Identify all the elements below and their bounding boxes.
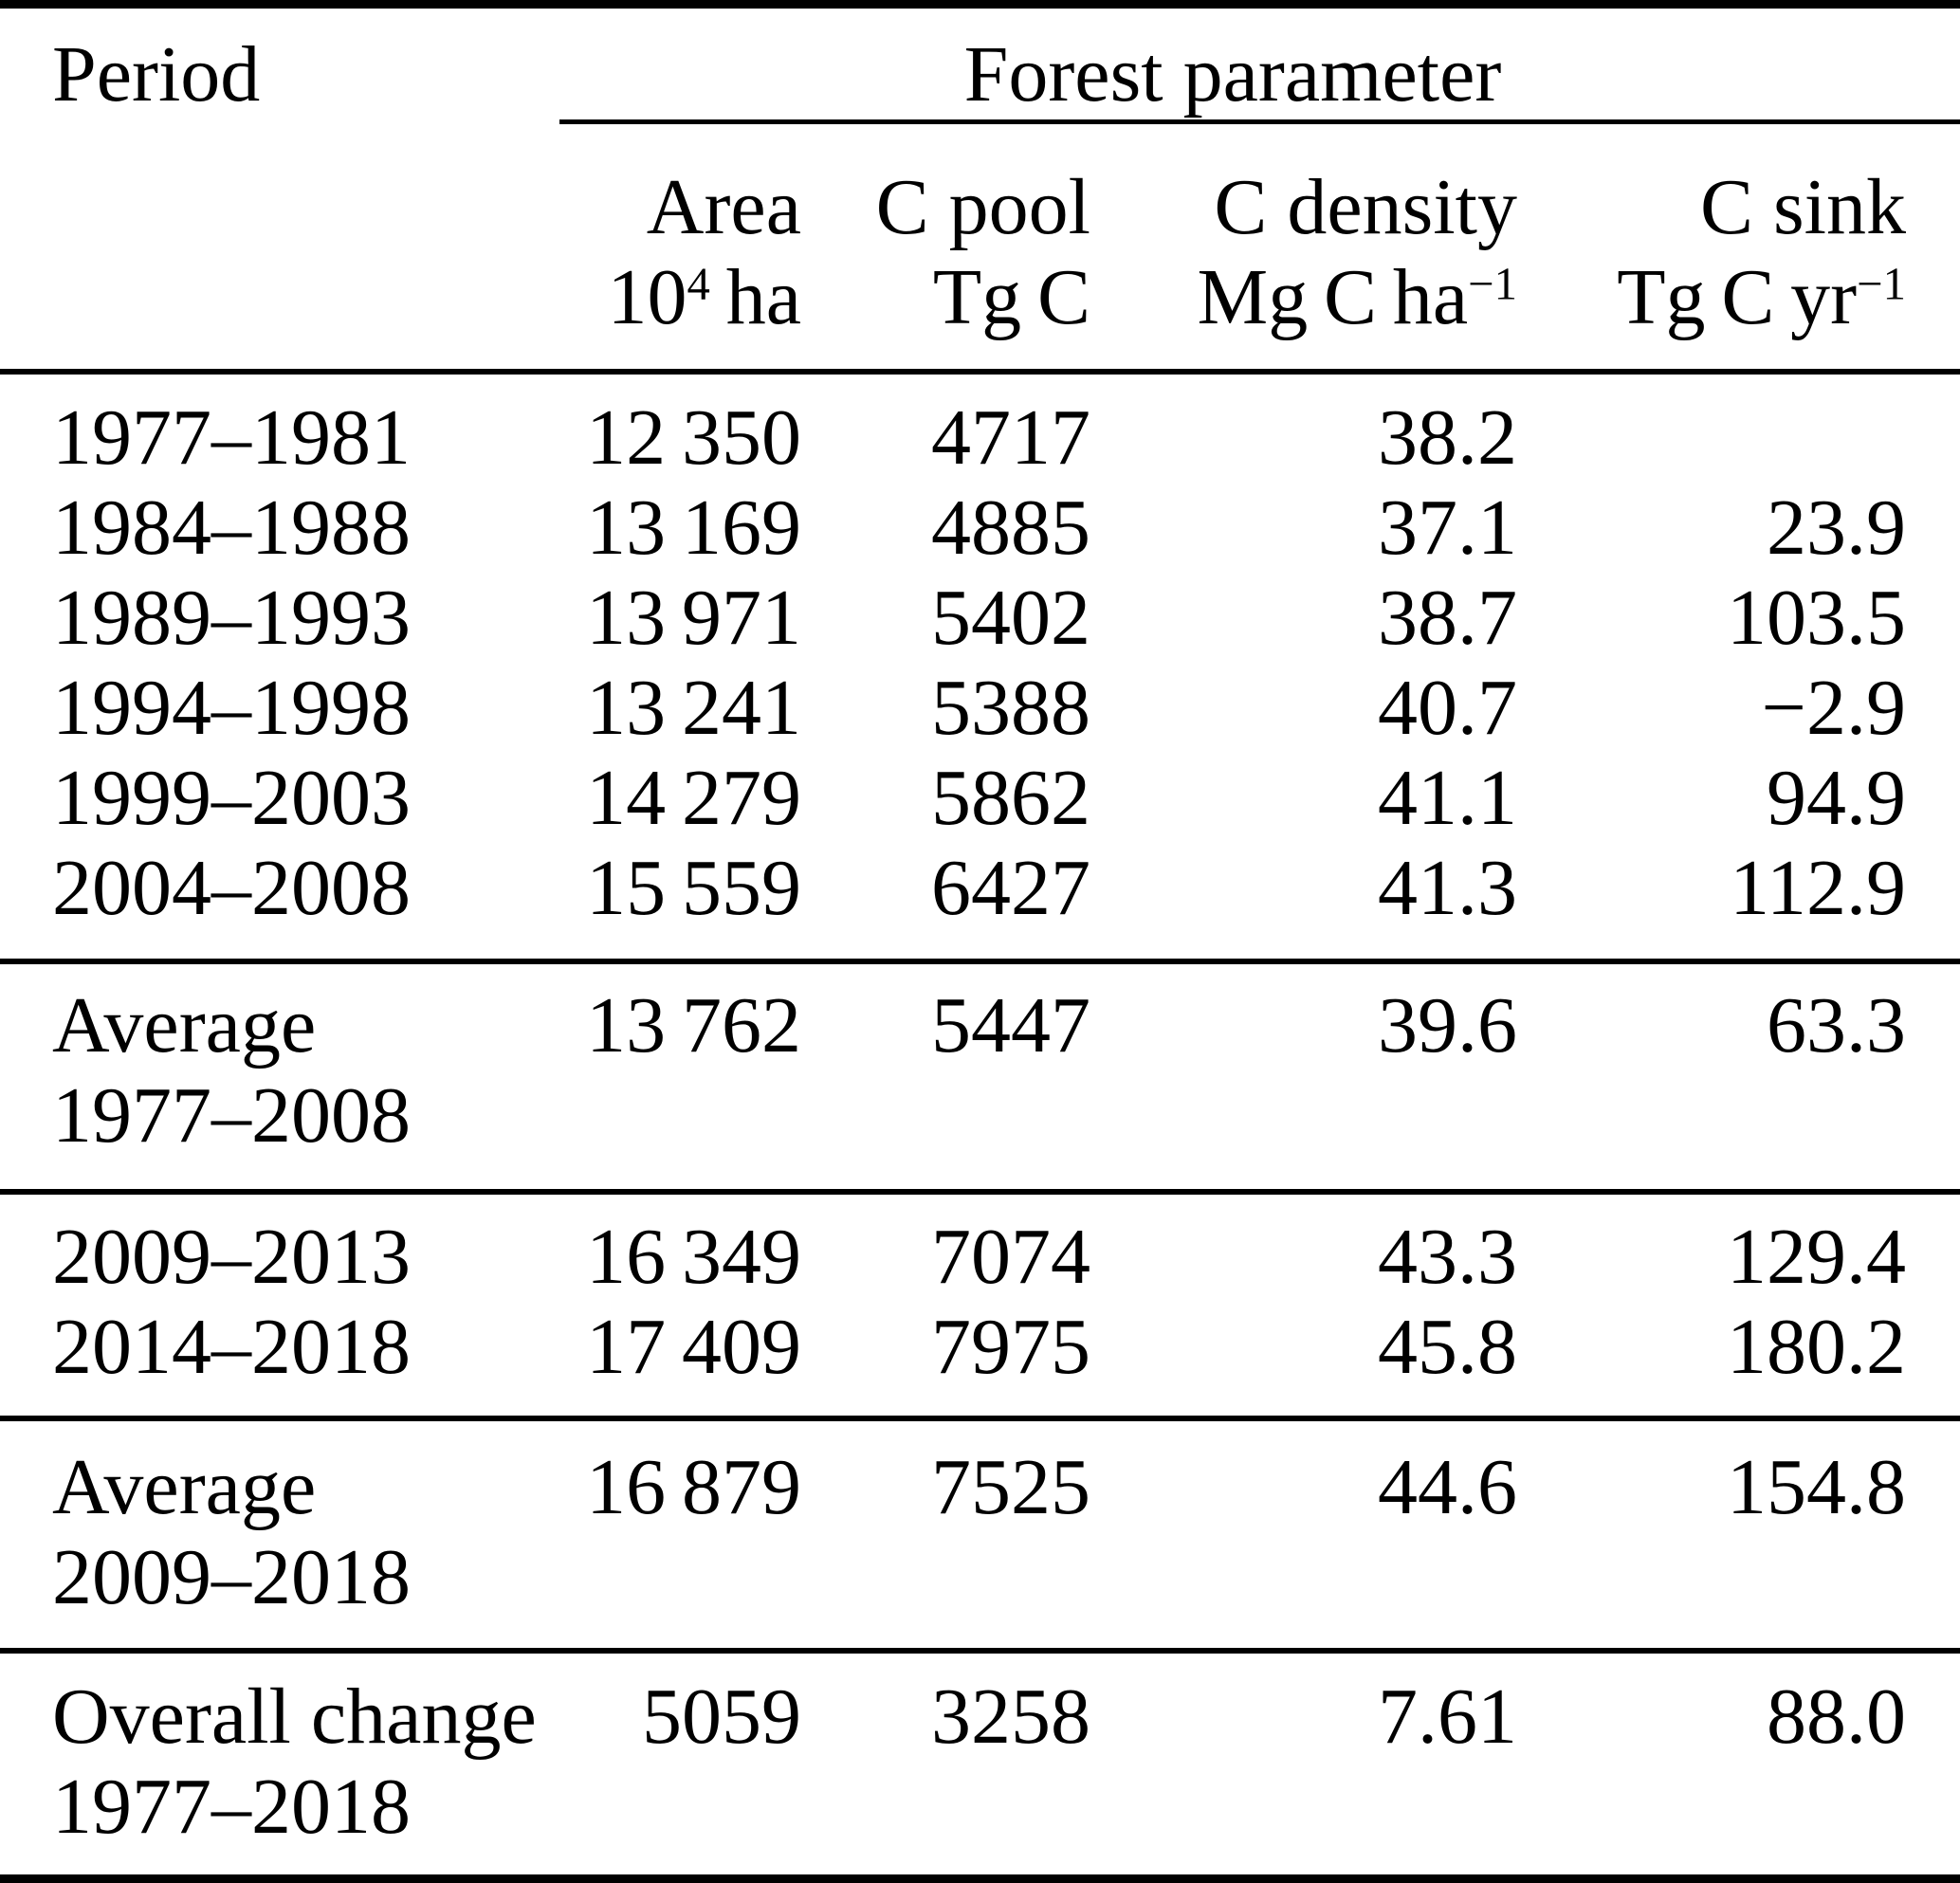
section-periods-1977-2008: 1977–1981 12 350 4717 38.2 1984–1988 13 … [0, 375, 1960, 959]
period-label: 1984–1988 [52, 484, 411, 572]
c-sink-value: 129.4 [1727, 1213, 1906, 1301]
area-value: 16 349 [586, 1213, 801, 1301]
c-sink-value: 180.2 [1727, 1303, 1906, 1391]
c-sink-value: 94.9 [1767, 754, 1906, 842]
c-sink-value: 112.9 [1730, 844, 1906, 932]
section-average-1977-2008: Average 1977–2008 13 762 5447 39.6 63.3 [0, 964, 1960, 1189]
area-value: 12 350 [586, 393, 801, 482]
c-sink-value: 103.5 [1727, 574, 1906, 662]
c-pool-value: 5402 [931, 574, 1090, 662]
superscript: −1 [1468, 258, 1517, 310]
column-header-c-pool: C pool Tg C [801, 162, 1090, 342]
c-density-value: 37.1 [1378, 484, 1517, 572]
period-label: 1977–1981 [52, 393, 411, 482]
c-density-value: 41.1 [1378, 754, 1517, 842]
c-density-value: 7.61 [1378, 1673, 1517, 1761]
area-value: 13 971 [586, 574, 801, 662]
table-row: 2004–2008 15 559 6427 41.3 112.9 [0, 843, 1960, 933]
table-row: 1999–2003 14 279 5862 41.1 94.9 [0, 753, 1960, 843]
column-header-c-pool-name: C pool [875, 163, 1090, 251]
c-pool-value: 7525 [931, 1443, 1090, 1531]
period-label: Average 1977–2008 [52, 981, 411, 1160]
section-rule [0, 1648, 1960, 1654]
column-header-c-sink-name: C sink [1699, 163, 1906, 251]
c-sink-value: −2.9 [1761, 664, 1906, 752]
column-header-period: Period [52, 30, 261, 119]
column-header-c-density-unit: Mg C ha−1 [1197, 253, 1517, 341]
column-header-area: Area 104 ha [559, 162, 801, 342]
c-sink-value: 23.9 [1767, 484, 1906, 572]
period-label: 2004–2008 [52, 844, 411, 932]
column-header-c-sink: C sink Tg C yr−1 [1517, 162, 1960, 342]
c-pool-value: 5447 [931, 981, 1090, 1069]
column-header-area-name: Area [646, 163, 801, 251]
table-row: Average 1977–2008 13 762 5447 39.6 63.3 [0, 980, 1960, 1161]
c-density-value: 38.2 [1378, 393, 1517, 482]
period-label: 1999–2003 [52, 754, 411, 842]
period-label: 2014–2018 [52, 1303, 411, 1391]
c-pool-value: 3258 [931, 1673, 1090, 1761]
column-header-c-density-name: C density [1214, 163, 1517, 251]
section-rule [0, 1189, 1960, 1195]
header-spacer [0, 162, 559, 342]
table-row: 1984–1988 13 169 4885 37.1 23.9 [0, 483, 1960, 573]
period-label: 1994–1998 [52, 664, 411, 752]
c-density-value: 44.6 [1378, 1443, 1517, 1531]
header-rule [0, 369, 1960, 375]
period-label: 1989–1993 [52, 574, 411, 662]
area-value: 15 559 [586, 844, 801, 932]
table-row: 1989–1993 13 971 5402 38.7 103.5 [0, 573, 1960, 663]
table-row: Average 2009–2018 16 879 7525 44.6 154.8 [0, 1442, 1960, 1622]
c-density-value: 45.8 [1378, 1303, 1517, 1391]
area-value: 16 879 [586, 1443, 801, 1531]
c-sink-value: 88.0 [1767, 1673, 1906, 1761]
c-density-value: 43.3 [1378, 1213, 1517, 1301]
section-rule [0, 1416, 1960, 1421]
column-header-area-unit: 104 ha [607, 253, 801, 341]
table-row: 1977–1981 12 350 4717 38.2 [0, 393, 1960, 483]
period-label: 2009–2013 [52, 1213, 411, 1301]
c-pool-value: 5388 [931, 664, 1090, 752]
group-header-forest-parameter: Forest parameter [559, 29, 1960, 124]
table-row: Overall change 1977–2018 5059 3258 7.61 … [0, 1672, 1960, 1852]
column-header-c-pool-unit: Tg C [932, 253, 1090, 341]
period-label: Average 2009–2018 [52, 1443, 411, 1621]
c-pool-value: 7975 [931, 1303, 1090, 1391]
c-density-value: 41.3 [1378, 844, 1517, 932]
section-average-2009-2018: Average 2009–2018 16 879 7525 44.6 154.8 [0, 1421, 1960, 1648]
area-value: 17 409 [586, 1303, 801, 1391]
column-header-c-density: C density Mg C ha−1 [1090, 162, 1517, 342]
section-periods-2009-2018: 2009–2013 16 349 7074 43.3 129.4 2014–20… [0, 1195, 1960, 1416]
c-pool-value: 6427 [931, 844, 1090, 932]
table-row: 2009–2013 16 349 7074 43.3 129.4 [0, 1212, 1960, 1302]
c-density-value: 40.7 [1378, 664, 1517, 752]
c-sink-value: 63.3 [1767, 981, 1906, 1069]
superscript: −1 [1857, 258, 1906, 310]
area-value: 13 241 [586, 664, 801, 752]
c-pool-value: 5862 [931, 754, 1090, 842]
c-sink-value: 154.8 [1727, 1443, 1906, 1531]
c-pool-value: 4885 [931, 484, 1090, 572]
area-value: 13 169 [586, 484, 801, 572]
superscript: 4 [687, 258, 710, 310]
c-pool-value: 7074 [931, 1213, 1090, 1301]
area-value: 13 762 [586, 981, 801, 1069]
table-row: 1994–1998 13 241 5388 40.7 −2.9 [0, 663, 1960, 753]
table-row: 2014–2018 17 409 7975 45.8 180.2 [0, 1302, 1960, 1392]
area-value: 14 279 [586, 754, 801, 842]
c-density-value: 38.7 [1378, 574, 1517, 662]
area-value: 5059 [642, 1673, 801, 1761]
column-header-c-sink-unit: Tg C yr−1 [1617, 253, 1906, 341]
table-header-group-row: Period Forest parameter [0, 9, 1960, 124]
section-overall-change: Overall change 1977–2018 5059 3258 7.61 … [0, 1654, 1960, 1874]
period-label: Overall change 1977–2018 [52, 1673, 537, 1851]
c-density-value: 39.6 [1378, 981, 1517, 1069]
section-rule [0, 959, 1960, 964]
c-pool-value: 4717 [931, 393, 1090, 482]
table-header-columns-row: Area 104 ha C pool Tg C C density Mg C h… [0, 124, 1960, 369]
